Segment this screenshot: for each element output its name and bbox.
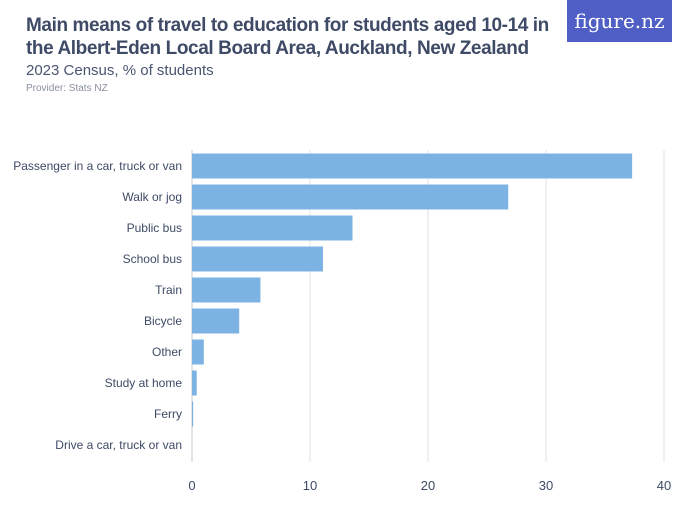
- category-label: Other: [152, 345, 182, 359]
- provider-label: Provider: Stats NZ: [26, 83, 108, 94]
- category-label: School bus: [123, 252, 182, 266]
- x-tick-label: 40: [657, 478, 671, 493]
- category-label: Public bus: [127, 221, 182, 235]
- chart-title: Main means of travel to education for st…: [26, 15, 549, 59]
- chart-header: Main means of travel to education for st…: [26, 14, 561, 95]
- category-label: Bicycle: [144, 314, 182, 328]
- category-label: Study at home: [105, 376, 183, 390]
- bar: [192, 401, 194, 427]
- x-tick-label: 30: [539, 478, 553, 493]
- figure-nz-logo[interactable]: figure.nz: [567, 0, 672, 42]
- x-tick-label: 20: [421, 478, 435, 493]
- bar: [192, 370, 197, 396]
- chart-subtitle: 2023 Census, % of students: [26, 62, 214, 79]
- bar: [192, 153, 633, 179]
- category-label: Walk or jog: [122, 190, 182, 204]
- category-label: Passenger in a car, truck or van: [13, 159, 182, 173]
- bar: [192, 308, 240, 334]
- bar: [192, 215, 353, 241]
- bar: [192, 246, 323, 272]
- category-label: Ferry: [154, 407, 182, 421]
- bar: [192, 184, 509, 210]
- x-tick-label: 0: [188, 478, 195, 493]
- category-label: Train: [155, 283, 182, 297]
- bar: [192, 339, 204, 365]
- bar: [192, 277, 261, 303]
- category-label: Drive a car, truck or van: [55, 438, 182, 452]
- x-tick-label: 10: [303, 478, 317, 493]
